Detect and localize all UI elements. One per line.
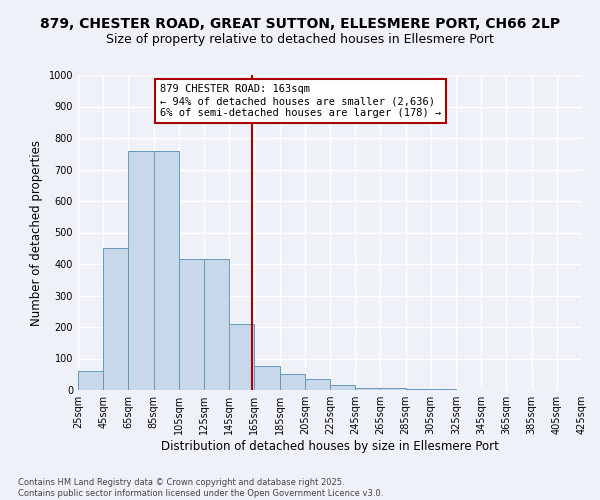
Bar [103,248,128,390]
Bar [204,260,229,390]
Bar [154,150,179,390]
Bar [330,386,355,390]
Text: 879 CHESTER ROAD: 163sqm
← 94% of detached houses are smaller (2,636)
6% of semi: 879 CHESTER ROAD: 163sqm ← 94% of detach… [160,84,441,117]
Bar [380,388,406,390]
Bar [229,324,254,390]
Bar [355,388,380,390]
Text: Contains HM Land Registry data © Crown copyright and database right 2025.
Contai: Contains HM Land Registry data © Crown c… [18,478,383,498]
Bar [78,371,103,390]
Bar [128,150,154,390]
Bar [305,379,330,390]
X-axis label: Distribution of detached houses by size in Ellesmere Port: Distribution of detached houses by size … [161,440,499,453]
Bar [179,260,204,390]
Bar [280,374,305,390]
Y-axis label: Number of detached properties: Number of detached properties [30,140,43,326]
Text: Size of property relative to detached houses in Ellesmere Port: Size of property relative to detached ho… [106,32,494,46]
Bar [254,366,280,390]
Text: 879, CHESTER ROAD, GREAT SUTTON, ELLESMERE PORT, CH66 2LP: 879, CHESTER ROAD, GREAT SUTTON, ELLESME… [40,18,560,32]
